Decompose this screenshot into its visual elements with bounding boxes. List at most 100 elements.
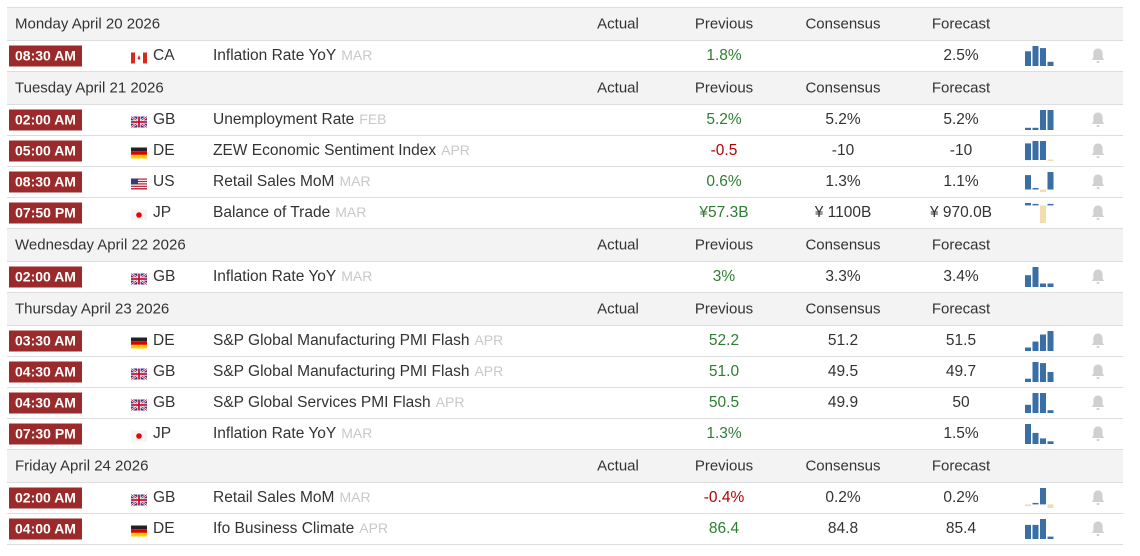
spark-bar (1032, 127, 1039, 130)
col-actual: Actual (597, 79, 639, 97)
time-badge: 04:00 AM (9, 518, 82, 540)
forecast-value: ¥ 970.0B (929, 204, 993, 221)
event-row[interactable]: 02:00 AM GB Unemployment Rate FEB 5.2% 5.2% 5.… (7, 105, 1123, 136)
time-badge: 02:00 AM (9, 109, 82, 131)
day-date: Monday April 20 2026 (15, 15, 161, 33)
event-row[interactable]: 08:30 AM US Retail Sales MoM MAR 0.6% 1.3% 1.1… (7, 167, 1123, 198)
bell-icon[interactable] (1090, 363, 1106, 381)
time-badge: 03:30 AM (9, 330, 82, 352)
forecast-value: 0.2% (943, 489, 979, 506)
previous-value: 1.3% (706, 425, 742, 442)
reference-period: APR (474, 363, 504, 379)
spark-bar (1047, 61, 1054, 66)
spark-bar (1025, 424, 1031, 444)
event-row[interactable]: 03:30 AM DE S&P Global Manufacturing PMI F… (7, 326, 1123, 357)
day-date: Tuesday April 21 2026 (15, 79, 164, 97)
consensus-value: 49.5 (827, 363, 859, 380)
bell-icon[interactable] (1090, 394, 1106, 412)
col-consensus: Consensus (805, 300, 881, 318)
event-name-link[interactable]: Retail Sales MoM (213, 173, 335, 190)
spark-bar (1025, 504, 1031, 507)
country-code: JP (153, 204, 172, 221)
country-code: JP (153, 425, 172, 442)
event-name-link[interactable]: Ifo Business Climate (213, 520, 355, 537)
flag-us-icon (131, 177, 147, 190)
spark-bar (1032, 188, 1039, 190)
spark-bar (1025, 347, 1031, 351)
col-previous: Previous (694, 300, 754, 318)
event-name-link[interactable]: Inflation Rate YoY (213, 268, 337, 285)
reference-period: FEB (359, 111, 387, 127)
spark-bar (1047, 203, 1054, 206)
country-code: GB (153, 111, 176, 128)
spark-bar (1025, 51, 1031, 66)
event-name-link[interactable]: S&P Global Services PMI Flash (213, 394, 431, 411)
country-code: GB (153, 363, 176, 380)
forecast-value: 5.2% (943, 111, 979, 128)
event-row[interactable]: 04:30 AM GB S&P Global Services PMI Flash A… (7, 388, 1123, 419)
spark-bar (1025, 524, 1031, 539)
previous-value: 50.5 (708, 394, 740, 411)
bell-icon[interactable] (1090, 142, 1106, 160)
flag-gb-icon (130, 398, 148, 412)
event-row[interactable]: 08:30 AM CA Inflation Rate YoY MAR 1.8% 2.5% (7, 41, 1123, 72)
time-badge: 05:00 AM (9, 140, 82, 162)
spark-bar (1040, 488, 1046, 505)
event-name-link[interactable]: S&P Global Manufacturing PMI Flash (213, 332, 470, 349)
bell-icon[interactable] (1090, 425, 1106, 443)
bell-icon[interactable] (1090, 173, 1106, 191)
bell-icon[interactable] (1090, 489, 1106, 507)
previous-value: 0.6% (706, 173, 742, 190)
event-name-link[interactable]: Inflation Rate YoY (213, 425, 337, 442)
country-code: GB (153, 489, 176, 506)
event-name-link[interactable]: S&P Global Manufacturing PMI Flash (213, 363, 470, 380)
reference-period: MAR (339, 489, 371, 505)
event-name-link[interactable]: Retail Sales MoM (213, 489, 335, 506)
col-forecast: Forecast (931, 15, 991, 33)
sparkline-chart (1025, 393, 1055, 413)
bell-icon[interactable] (1090, 332, 1106, 350)
sparkline-chart (1025, 424, 1055, 444)
forecast-value: 85.4 (945, 520, 977, 537)
sparkline-chart (1025, 203, 1055, 223)
day-date: Thursday April 23 2026 (15, 300, 170, 318)
event-row[interactable]: 04:30 AM GB S&P Global Manufacturing PMI F… (7, 357, 1123, 388)
event-name-link[interactable]: Inflation Rate YoY (213, 47, 337, 64)
spark-bar (1047, 159, 1054, 161)
forecast-value: 3.4% (943, 268, 979, 285)
bell-icon[interactable] (1090, 111, 1106, 129)
spark-bar (1040, 110, 1046, 130)
sparkline-chart (1025, 362, 1055, 382)
bell-icon[interactable] (1090, 204, 1106, 222)
bell-icon[interactable] (1090, 268, 1106, 286)
col-previous: Previous (694, 79, 754, 97)
consensus-value: -10 (831, 142, 855, 159)
consensus-value: 51.2 (827, 332, 859, 349)
day-date: Friday April 24 2026 (15, 457, 149, 475)
event-row[interactable]: 02:00 AM GB Retail Sales MoM MAR -0.4% 0.2% 0.… (7, 483, 1123, 514)
spark-bar (1040, 519, 1046, 539)
event-row[interactable]: 02:00 AM GB Inflation Rate YoY MAR 3% 3.3% 3.4… (7, 262, 1123, 293)
time-badge: 08:30 AM (9, 171, 82, 193)
col-previous: Previous (694, 236, 754, 254)
sparkline-chart (1025, 110, 1055, 130)
event-row[interactable]: 04:00 AM DE Ifo Business Climate APR 86.4 84.… (7, 514, 1123, 545)
event-row[interactable]: 07:50 PM JP Balance of Trade MAR ¥57.3B ¥ 110… (7, 198, 1123, 229)
event-row[interactable]: 07:30 PM JP Inflation Rate YoY MAR 1.3% 1.5% (7, 419, 1123, 450)
event-name-link[interactable]: Unemployment Rate (213, 111, 355, 128)
bell-icon[interactable] (1090, 47, 1106, 65)
spark-bar (1032, 432, 1039, 444)
time-badge: 04:30 AM (9, 392, 82, 414)
bell-icon[interactable] (1090, 520, 1106, 538)
event-name-link[interactable]: ZEW Economic Sentiment Index (213, 142, 437, 159)
spark-bar (1032, 341, 1039, 351)
col-forecast: Forecast (931, 300, 991, 318)
country-code: GB (153, 268, 176, 285)
time-badge: 07:50 PM (9, 202, 82, 224)
reference-period: MAR (341, 47, 373, 63)
flag-de-icon (131, 524, 147, 537)
event-name-link[interactable]: Balance of Trade (213, 204, 331, 221)
event-row[interactable]: 05:00 AM DE ZEW Economic Sentiment Index AP… (7, 136, 1123, 167)
forecast-value: 1.1% (943, 173, 979, 190)
flag-gb-icon (130, 272, 148, 286)
